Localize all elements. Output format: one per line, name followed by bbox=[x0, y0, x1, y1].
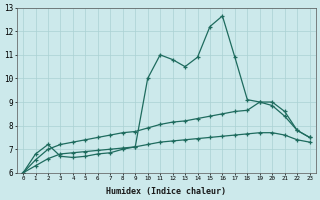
X-axis label: Humidex (Indice chaleur): Humidex (Indice chaleur) bbox=[106, 187, 226, 196]
